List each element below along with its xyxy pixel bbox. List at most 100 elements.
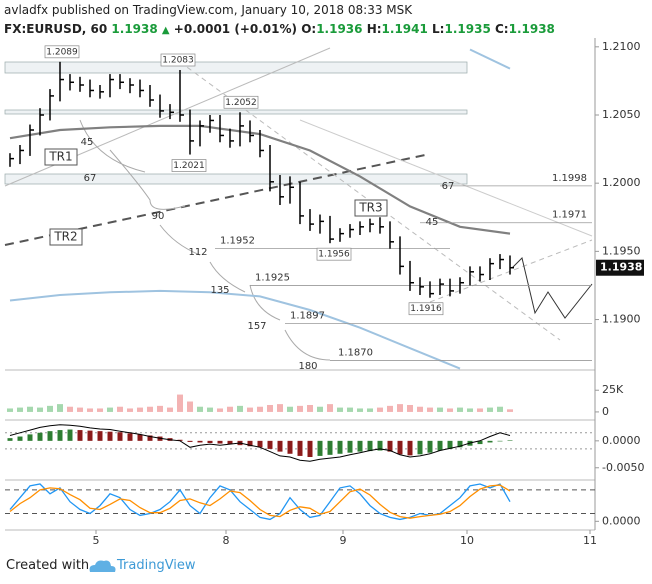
y-tick-label: 1.1900 (602, 313, 641, 326)
volume-bar (37, 407, 43, 412)
volume-bar (297, 405, 303, 412)
l-label: L: (432, 22, 445, 36)
macd-bar (497, 440, 503, 442)
chart: 1.1998 1.1971 1.1952 1.1925 1.1897 1.1870 1.20… (4, 38, 644, 547)
volume-bar (317, 406, 323, 412)
volume-bar (217, 408, 223, 412)
volume-bar (337, 407, 343, 412)
volume-bar (247, 407, 253, 412)
volume-bar (227, 406, 233, 412)
volume-bar (507, 409, 513, 412)
macd-bar (147, 435, 153, 441)
volume-bar (257, 406, 263, 412)
y-tick-label: 0.0000 (602, 434, 641, 447)
volume-bar (127, 408, 133, 412)
macd-bar (377, 440, 383, 451)
volume-bar (287, 406, 293, 412)
macd-bar (337, 440, 343, 454)
x-tick-label: 5 (93, 534, 100, 547)
volume-bar (327, 404, 333, 412)
trend-line (4, 154, 426, 246)
macd-bar (77, 430, 83, 441)
macd-bar (107, 431, 113, 441)
volume-bar (87, 408, 93, 412)
trend-label-box (354, 199, 388, 217)
volume-bar (277, 404, 283, 412)
macd-bar (287, 440, 293, 454)
o-label: O: (301, 22, 317, 36)
macd-bar (427, 440, 433, 453)
macd-bar (87, 430, 93, 441)
zone (4, 61, 468, 74)
volume-bar (387, 405, 393, 412)
volume-bar (107, 407, 113, 412)
volume-bar (417, 406, 423, 412)
volume-bar (167, 407, 173, 412)
volume-bar (487, 407, 493, 412)
y-tick-label: 25K (602, 383, 624, 396)
volume-bar (447, 408, 453, 412)
level-label: 1.1925 (255, 272, 290, 283)
y-tick-label: 1.2000 (602, 176, 641, 189)
channel-line (429, 239, 593, 303)
level-label: 1.1971 (552, 210, 587, 221)
level-label: 1.1952 (220, 236, 255, 247)
y-tick-label: -0.0050 (602, 461, 644, 474)
price-note: 1.2089 (46, 47, 78, 57)
macd-bar (247, 440, 253, 447)
y-tick-label: 0 (602, 405, 609, 418)
o-value: 1.1936 (316, 22, 363, 36)
volume-bar (347, 407, 353, 412)
y-tick-label: 0.0000 (602, 514, 641, 527)
macd-bar (297, 440, 303, 456)
macd-bar (307, 440, 313, 457)
macd-bar (117, 432, 123, 441)
volume-bar (157, 405, 163, 412)
logo-cloud (89, 560, 116, 572)
publish-line: avladfx published on TradingView.com, Ja… (4, 3, 413, 17)
price-note: 1.1916 (410, 304, 442, 314)
c-label: C: (494, 22, 509, 36)
fan-label: 112 (188, 247, 207, 258)
volume-bar (207, 407, 213, 412)
volume-bar (137, 407, 143, 412)
volume-bar (477, 408, 483, 412)
macd-bar (227, 440, 233, 445)
volume-bar (357, 408, 363, 412)
y-axis: 25K 0 (595, 383, 624, 418)
drawings (4, 38, 596, 531)
volume-bar (27, 406, 33, 412)
volume-bar (427, 407, 433, 412)
y-tick-label: 1.2100 (602, 40, 641, 53)
macd-bar (67, 429, 73, 441)
volume-bar (187, 401, 193, 412)
macd-bar (267, 440, 273, 449)
fan-label: 45 (426, 217, 439, 228)
volume-bar (397, 404, 403, 412)
macd-bar (457, 440, 463, 448)
symbol-line: FX:EURUSD, 60 1.1938 ▲ +0.0001 (+0.01%) … (4, 22, 555, 36)
level-label: 1.1897 (290, 311, 325, 322)
macd-bar (477, 440, 483, 445)
volume-bar (77, 407, 83, 412)
macd-bar (207, 440, 213, 443)
oscillator-line (9, 484, 511, 519)
fan-label: 67 (84, 173, 97, 184)
macd-bar (397, 440, 403, 455)
price-note: 1.2021 (173, 161, 205, 171)
volume-bar (117, 406, 123, 412)
oscillator-line (9, 483, 511, 521)
c-value: 1.1938 (508, 22, 555, 36)
level-label: 1.1998 (552, 173, 587, 184)
note-box (171, 159, 207, 172)
last-price: 1.1938 (600, 261, 642, 274)
y-axis: 1.2100 1.2050 1.2000 1.1950 1.1900 (595, 40, 641, 326)
l-value: 1.1935 (444, 22, 491, 36)
volume-bar (377, 407, 383, 412)
x-tick-label: 9 (340, 534, 347, 547)
volume-bar (237, 405, 243, 412)
h-label: H: (366, 22, 382, 36)
macd-bar (37, 432, 43, 441)
volume-bar (407, 404, 413, 412)
